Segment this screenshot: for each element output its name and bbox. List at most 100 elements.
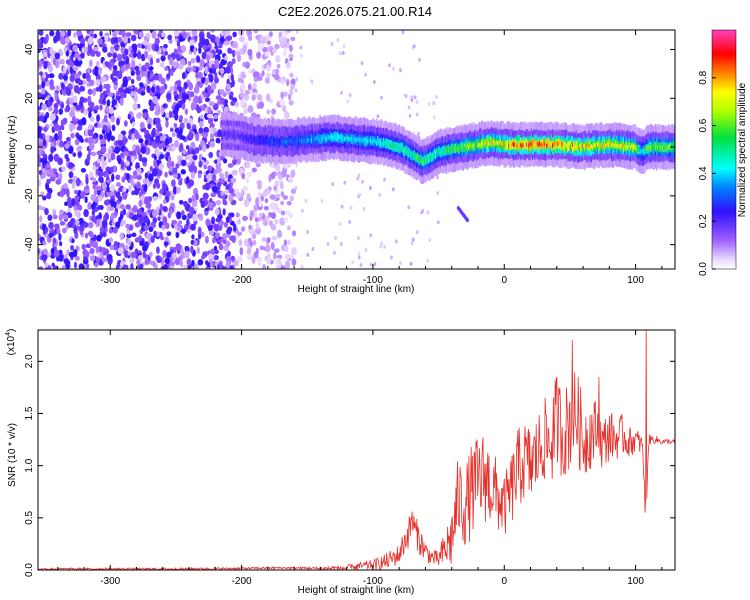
spectrogram-ridge-cell [237,129,240,140]
spectrogram-speckle [417,131,420,136]
spectrogram-speckle [207,84,211,93]
spectrogram-speckle [154,37,160,45]
spectrogram-speckle [64,201,69,206]
spectrogram-speckle [410,95,414,100]
spectrogram-ridge-cell [606,141,609,147]
spectrogram-ridge-cell [536,141,539,146]
spectrogram-speckle [191,194,197,202]
spectrogram-speckle [100,226,105,234]
spectrogram-ridge-cell [666,145,669,150]
spectrogram-speckle [127,238,132,246]
spectrogram-speckle [271,108,277,115]
spectrogram-speckle [84,196,88,204]
spectrogram-ridge-cell [592,145,594,150]
spectrogram-speckle [191,234,195,240]
spectrogram-speckle [92,46,99,52]
spectrogram-ridge-cell [377,139,379,144]
spectrogram-speckle [373,262,377,267]
spectrogram-speckle [69,74,76,82]
spectrogram-ridge-cell [489,139,492,144]
spectrogram-ridge-cell [242,135,245,140]
spectrogram-speckle [121,176,126,183]
spectrogram-speckle [277,257,281,266]
spectrogram-speckle [200,77,206,84]
spectrogram-speckle [290,36,296,42]
spectrogram-ridge-cell [317,137,320,143]
spectrogram-speckle [72,44,78,52]
spectrogram-ridge-cell [404,147,406,152]
spectrogram-speckle [280,91,284,100]
spectrogram-speckle [338,222,342,227]
spectrogram-speckle [138,86,143,94]
spectrogram-speckle [247,83,252,91]
spectrogram-ridge-cell [635,146,638,152]
spectrogram-speckle [205,218,211,227]
spectrogram-ridge-cell [288,138,291,143]
spectrogram-speckle [210,192,217,198]
spectrogram-ridge-cell [455,146,457,152]
spectrogram-speckle [285,260,291,269]
spectrogram-ridge-cell [562,141,565,147]
spectrogram-speckle [108,237,113,244]
spectrogram-speckle [237,77,243,83]
spectrogram-speckle [47,265,52,269]
spectrogram-speckle [144,44,149,50]
spectrogram-speckle [127,113,131,120]
spectrogram-ridge-cell [458,146,461,151]
spectrogram-ridge-cell [473,144,476,149]
spectrogram-speckle [185,145,190,150]
spectrogram-speckle [147,42,153,49]
spectrogram-ridge-cell [497,142,500,147]
spectrogram-speckle [161,206,168,212]
spectrogram-ridge-cell [309,138,312,143]
spectrogram-speckle [49,47,54,55]
spectrogram-ridge-cell [341,135,344,141]
spectrogram-ridge-cell [658,146,661,151]
spectrogram-ridge-cell [555,141,558,146]
spectrogram-speckle [145,133,152,140]
spectrogram-speckle [194,34,198,41]
spectrogram-ridge-cell [418,156,421,162]
spectrogram-speckle [181,228,186,234]
spectrogram-speckle [63,88,67,94]
spectrogram-speckle [388,63,391,68]
spectrogram-speckle [45,33,49,42]
spectrogram-speckle [208,253,214,260]
spectrogram-ridge-cell [511,141,514,146]
spectrogram-ridge-cell [408,151,411,157]
spectrogram-speckle [242,185,249,192]
spectrogram-speckle [83,222,89,228]
spectrogram-speckle [38,126,42,135]
spectrogram-speckle [61,166,66,172]
spectrogram-ridge-cell [639,149,642,155]
spectrogram-speckle [151,86,155,93]
spectrogram-speckle [234,259,239,267]
snr-series-line [38,330,675,570]
spectrogram-speckle [197,226,202,235]
spectrogram-speckle [78,151,83,157]
spectrogram-ridge-cell [517,141,520,146]
spectrogram-ridge-cell [356,136,359,142]
spectrogram-speckle [176,211,182,220]
spectrogram-ridge-cell [294,139,297,145]
spectrogram-speckle [109,106,114,115]
spectrogram-speckle [253,204,259,212]
spectrogram-speckle [122,191,128,200]
spectrogram-ridge-cell [293,137,295,143]
spectrogram-speckle [79,96,85,104]
spectrogram-ridge-cell [573,144,576,150]
spectrogram-speckle [72,152,77,157]
spectrogram-ridge-cell [494,141,496,146]
spectrogram-speckle [111,220,116,226]
spectrogram-ridge-cell [567,142,570,147]
spectrogram-speckle [178,180,183,186]
spectrogram-speckle [203,126,209,133]
spectrogram-ridge-cell [540,142,542,148]
spectrogram-ridge-cell [501,141,503,147]
spectrogram-ridge-cell [507,143,509,149]
spectrogram-speckle [132,102,138,111]
spectrogram-speckle [141,157,148,164]
spectrogram-speckle [138,199,143,207]
spectrogram-ridge-cell [301,134,304,144]
spectrogram-ridge-cell [596,142,599,147]
